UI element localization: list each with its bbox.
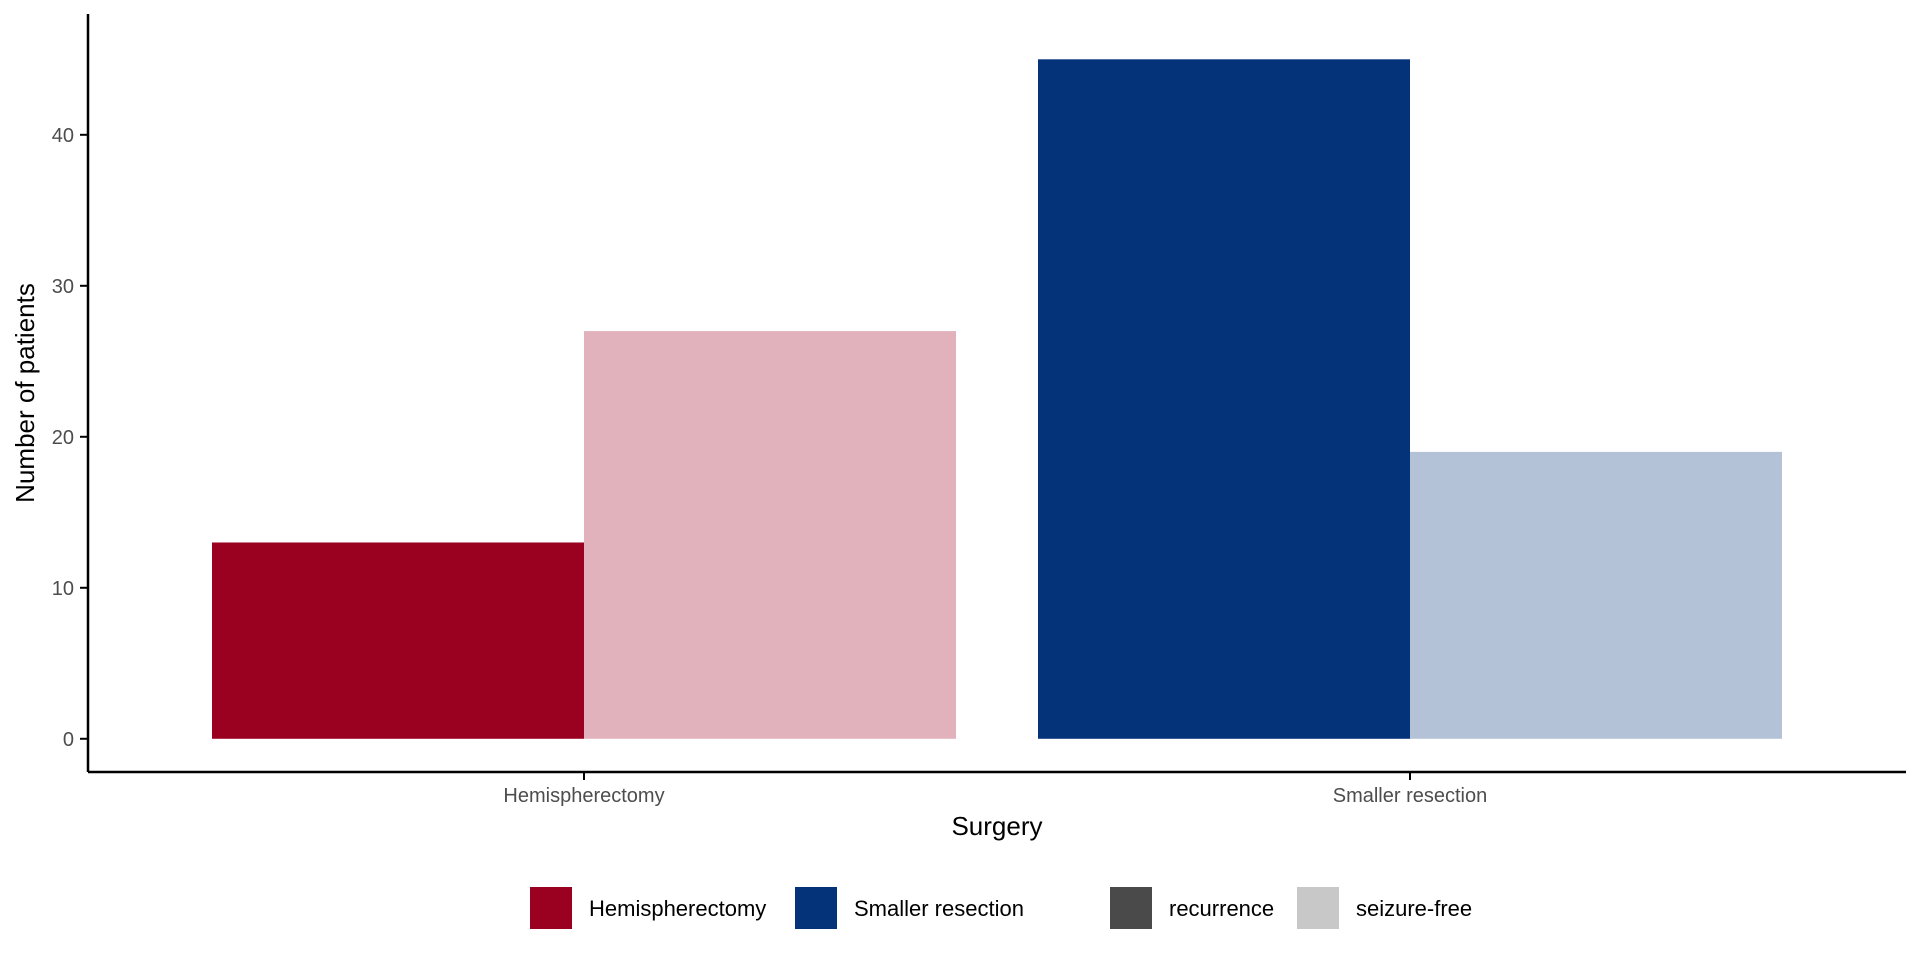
bars-layer <box>212 59 1782 739</box>
legend-label: seizure-free <box>1356 896 1472 921</box>
y-tick-label: 0 <box>63 729 74 751</box>
legend-key <box>1110 887 1152 929</box>
bar-smaller-resection-seizure-free <box>1410 451 1782 739</box>
legend-label: Hemispherectomy <box>589 896 766 921</box>
legend-key <box>1297 887 1339 929</box>
legend-label: recurrence <box>1169 896 1274 921</box>
legend-label: Smaller resection <box>854 896 1024 921</box>
bar-smaller-resection-recurrence <box>1038 59 1410 739</box>
y-tick-label: 30 <box>52 276 74 298</box>
x-tick-label: Hemispherectomy <box>503 785 664 807</box>
legend-item-hemispherectomy: Hemispherectomy <box>530 887 766 929</box>
x-tick-label: Smaller resection <box>1333 785 1488 807</box>
y-axis-title: Number of patients <box>10 283 40 503</box>
x-axis-title: Surgery <box>951 811 1042 841</box>
y-tick-label: 20 <box>52 427 74 449</box>
y-tick-label: 10 <box>52 578 74 600</box>
legend-key <box>795 887 837 929</box>
legend-item-recurrence: recurrence <box>1110 887 1274 929</box>
y-tick-label: 40 <box>52 125 74 147</box>
x-ticks-layer: Hemispherectomy Smaller resection <box>503 772 1487 807</box>
legend-item-smaller-resection: Smaller resection <box>795 887 1024 929</box>
legend: Hemispherectomy Smaller resection recurren… <box>530 887 1472 929</box>
bar-hemispherectomy-recurrence <box>212 542 584 739</box>
y-ticks-layer: 0 10 20 30 40 <box>52 125 88 751</box>
legend-key <box>530 887 572 929</box>
legend-item-seizure-free: seizure-free <box>1297 887 1472 929</box>
bar-hemispherectomy-seizure-free <box>584 331 956 739</box>
